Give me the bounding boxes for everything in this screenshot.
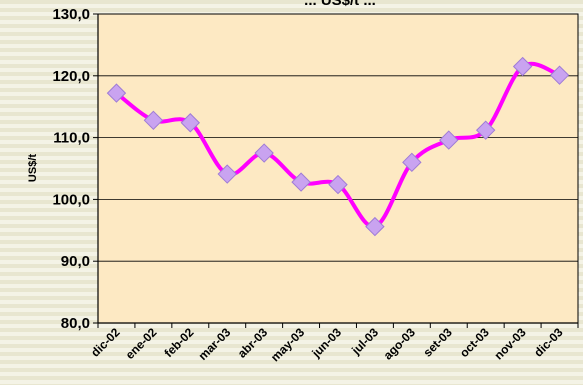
background-stripe xyxy=(0,328,583,332)
data-point-marker xyxy=(328,174,348,195)
y-tick-label: 110,0 xyxy=(53,130,90,147)
data-point-marker xyxy=(254,143,274,163)
gridlines xyxy=(98,75,578,262)
background-stripe xyxy=(0,344,583,348)
y-tick-label: 80,0 xyxy=(61,315,90,332)
y-tick-labels: 80,0 90,0 100,0 110,0 120,0 130,0 xyxy=(52,6,90,332)
data-point-marker xyxy=(549,65,570,85)
background-stripe xyxy=(0,336,583,340)
data-markers xyxy=(106,56,570,237)
y-axis-label: US$/t xyxy=(27,154,39,182)
data-point-marker xyxy=(402,152,422,173)
plot-area xyxy=(97,13,579,324)
chart-title-partial: ... US$/t ... xyxy=(304,0,376,9)
background-stripe xyxy=(0,376,583,380)
axes xyxy=(93,13,579,328)
background-stripe xyxy=(0,360,583,364)
data-point-marker xyxy=(475,120,496,140)
data-point-marker xyxy=(106,83,127,103)
data-point-marker xyxy=(365,216,385,237)
data-point-marker xyxy=(512,56,533,77)
data-point-marker xyxy=(143,110,164,131)
data-point-marker xyxy=(291,172,311,192)
data-point-marker xyxy=(439,130,459,150)
data-point-marker xyxy=(180,113,201,133)
background-stripe xyxy=(0,0,583,4)
y-tick-label: 90,0 xyxy=(61,253,90,270)
background-stripe xyxy=(0,352,583,356)
y-tick-label: 130,0 xyxy=(52,6,90,23)
y-tick-label: 120,0 xyxy=(52,68,90,85)
background-stripe xyxy=(0,8,583,12)
data-point-marker xyxy=(217,164,237,184)
background-stripe xyxy=(0,368,583,372)
y-tick-label: 100,0 xyxy=(52,191,90,208)
